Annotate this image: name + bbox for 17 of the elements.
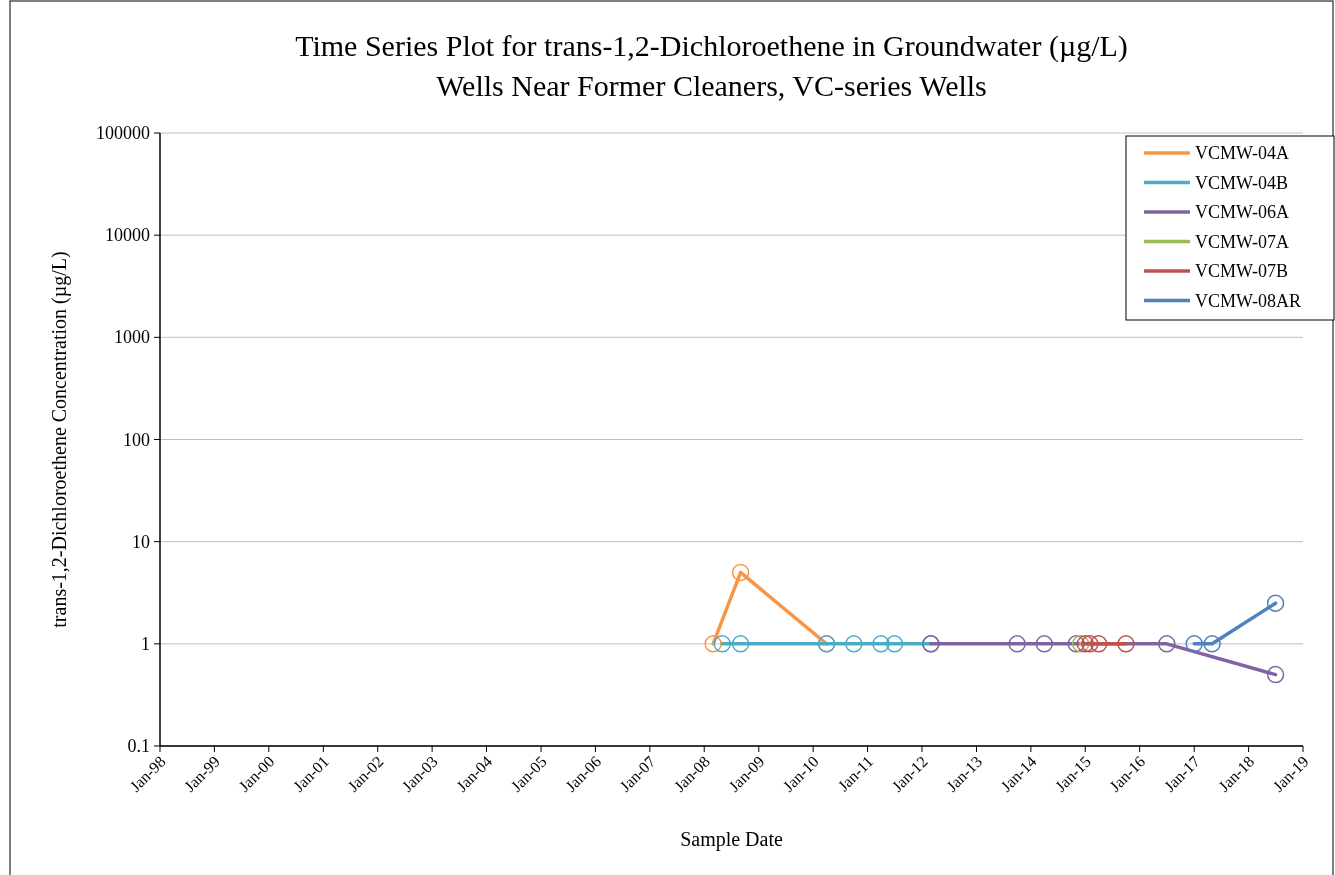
legend-label: VCMW-04B xyxy=(1195,172,1289,193)
y-tick-label: 1 xyxy=(141,633,150,654)
y-tick-label: 0.1 xyxy=(127,736,150,756)
y-axis-title: trans-1,2-Dichloroethene Concentration (µg/L) xyxy=(48,251,71,628)
legend-label: VCMW-04A xyxy=(1195,143,1289,163)
y-tick-label: 100 xyxy=(123,429,150,450)
y-tick-label: 100000 xyxy=(96,123,150,143)
y-tick-label: 1000 xyxy=(114,327,150,348)
chart-subtitle: Wells Near Former Cleaners, VC-series Wells xyxy=(436,69,987,102)
y-tick-label: 10000 xyxy=(105,225,150,246)
legend-label: VCMW-08AR xyxy=(1195,290,1302,311)
chart-title: Time Series Plot for trans-1,2-Dichloroethene in Groundwater (µg/L) xyxy=(295,29,1128,63)
x-axis-title: Sample Date xyxy=(680,828,783,851)
y-tick-label: 10 xyxy=(132,531,150,552)
legend-label: VCMW-07A xyxy=(1195,231,1289,252)
legend-label: VCMW-07B xyxy=(1195,261,1289,281)
legend-label: VCMW-06A xyxy=(1195,202,1289,222)
